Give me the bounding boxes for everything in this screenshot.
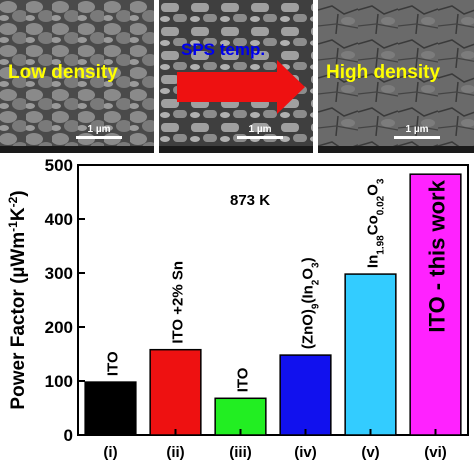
y-tick-label: 200	[45, 318, 73, 337]
temperature-annotation: 873 K	[230, 192, 270, 209]
y-tick-label: 300	[45, 264, 73, 283]
low-density-label: Low density	[8, 62, 118, 83]
y-tick-label: 400	[45, 210, 73, 229]
high-density-label: High density	[326, 62, 441, 83]
scale-bar-text: 1 µm	[87, 124, 111, 135]
x-tick-label: (i)	[103, 444, 117, 461]
scale-bar-line	[237, 136, 283, 139]
bar	[149, 348, 202, 436]
sem-image-high-density	[318, 0, 474, 153]
y-axis: 0 100 200 300 400 500	[45, 156, 85, 445]
bar	[279, 354, 332, 436]
scale-bar-left: 1 µm	[76, 124, 122, 139]
scale-bar-right: 1 µm	[394, 124, 440, 139]
sps-temp-label: SPS temp.	[181, 40, 266, 59]
plot-frame	[77, 164, 469, 436]
y-tick-label: 500	[45, 156, 73, 175]
bar-label: ITO - this work	[425, 179, 450, 332]
bar-label: ITO	[105, 351, 122, 376]
scale-bar-text: 1 µm	[405, 124, 429, 135]
y-axis-label: Power Factor (µWm-1K-2)	[6, 190, 29, 409]
x-tick-label: (iv)	[294, 444, 317, 461]
scale-bar-line	[76, 136, 122, 139]
y-tick-label: 100	[45, 372, 73, 391]
x-axis: (i) (ii) (iii) (iv) (v) (vi)	[103, 429, 447, 461]
x-tick-label: (iii)	[229, 444, 252, 461]
power-factor-chart: ITO ITO +2% Sn ITO (ZnO)9(In2O3) In1.98Co0.0…	[0, 153, 474, 463]
bar-label: (ZnO)9(In2O3)	[300, 257, 322, 349]
bar-label: ITO	[235, 367, 252, 392]
micrograph-high-density: High density 1 µm	[318, 0, 474, 153]
bar-label: ITO +2% Sn	[170, 261, 187, 344]
x-tick-label: (ii)	[166, 444, 184, 461]
scale-bar-text: 1 µm	[248, 124, 272, 135]
scale-bar-middle: 1 µm	[237, 124, 283, 139]
sem-image-low-density	[0, 0, 154, 153]
bar	[344, 273, 397, 436]
bar	[214, 397, 267, 436]
bar	[409, 173, 462, 436]
bars-group: ITO ITO +2% Sn ITO (ZnO)9(In2O3) In1.98Co0.0…	[84, 173, 462, 436]
bar	[84, 381, 137, 436]
y-tick-label: 0	[64, 426, 73, 445]
scale-bar-line	[394, 136, 440, 139]
sps-arrow	[177, 60, 305, 114]
x-tick-label: (vi)	[424, 444, 447, 461]
sem-image-middle	[159, 0, 313, 153]
chart-svg: ITO ITO +2% Sn ITO (ZnO)9(In2O3) In1.98Co0.0…	[6, 156, 469, 461]
bar-label: In1.98Co0.02O3	[365, 178, 387, 268]
micrograph-middle: SPS temp. 1 µm	[159, 0, 313, 153]
x-tick-label: (v)	[361, 444, 379, 461]
micrograph-low-density: Low density 1 µm	[0, 0, 154, 153]
